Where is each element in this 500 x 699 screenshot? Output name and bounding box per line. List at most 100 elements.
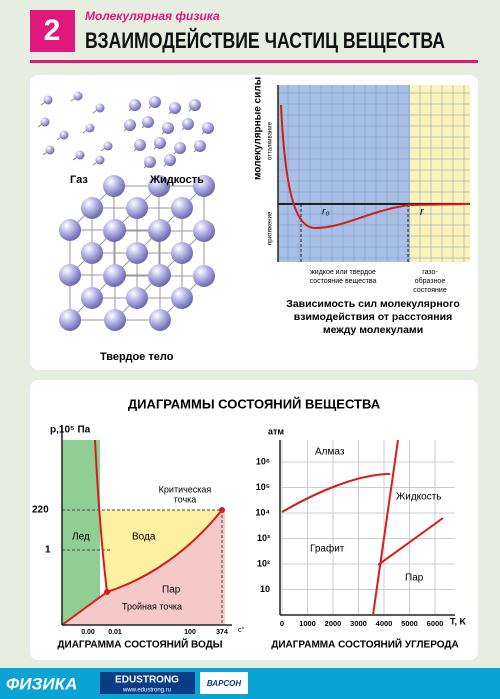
x-label: T, K: [450, 616, 467, 626]
y-tick: 10: [260, 584, 270, 594]
molecule: [149, 96, 161, 108]
ice-label: Лед: [72, 532, 90, 543]
y-tick: 10⁵: [256, 482, 270, 492]
graphite-label: Графит: [310, 543, 345, 555]
molecule: [45, 145, 55, 155]
x-tick: 0: [280, 619, 284, 628]
site: www.edustrong.ru: [122, 688, 171, 694]
vapor-curve: [61, 509, 223, 626]
y-label: молекулярные силы: [253, 77, 264, 180]
molecule: [95, 155, 105, 165]
molecule: [59, 130, 69, 140]
molecule: [154, 137, 166, 149]
y-tick: 10³: [257, 533, 270, 543]
molecule: [164, 154, 176, 166]
x-unit: c°: [238, 626, 245, 634]
y-label: атм: [268, 426, 284, 436]
subject: Молекулярная физика: [85, 9, 220, 23]
molecule: [75, 150, 85, 160]
gas-label: Газ: [70, 174, 88, 186]
melting-curve: [94, 439, 108, 593]
liquid-solid-note: состояние вещества: [310, 278, 377, 285]
caption: Зависимость сил молекулярного: [286, 298, 460, 310]
molecule: [149, 309, 171, 331]
molecule: [171, 287, 193, 309]
molecule: [134, 139, 146, 151]
molecule: [193, 220, 215, 242]
grid: [278, 85, 470, 262]
diagrams-title: ДИАГРАММЫ СОСТОЯНИЙ ВЕЩЕСТВА: [128, 396, 381, 411]
x-tick: 374: [216, 629, 228, 636]
y-tick: 220: [32, 505, 49, 516]
liquid-solid-note: жидкое или твердое: [310, 269, 376, 276]
molecule: [171, 197, 193, 219]
sublimation-line: [377, 517, 444, 566]
r: r: [420, 206, 425, 218]
vapor-label: Пар: [162, 585, 181, 596]
gas-note: газо-: [422, 269, 438, 276]
y-label: p,10⁵ Па: [50, 425, 91, 436]
logo-box: [100, 672, 195, 694]
molecule: [182, 118, 194, 130]
gas-region: [410, 85, 470, 262]
repulsion: отталкивание: [268, 121, 274, 160]
caption: взимодействия от расстояния: [294, 311, 452, 323]
footer: [0, 668, 500, 699]
ice-region: [62, 440, 100, 625]
triple-point: [104, 589, 110, 595]
number-box: [30, 10, 75, 52]
molecule: [193, 265, 215, 287]
x-tick: 6000: [427, 619, 444, 628]
molecule: [59, 219, 81, 241]
brand: ФИЗИКА: [6, 674, 77, 693]
gas-molecules: [37, 91, 113, 166]
force-graph: r₀ r молекулярные силы отталкивание прит…: [253, 77, 471, 262]
carbon-diagram: атм T, K Алмаз Жидкость Графит Пар ДИАГР…: [256, 426, 467, 650]
molecule: [103, 141, 113, 151]
gas-note: состояние: [413, 287, 447, 294]
molecule: [43, 95, 53, 105]
liquid-label: Жидкость: [149, 174, 204, 186]
molecule: [59, 264, 81, 286]
x-tick: 100: [184, 629, 196, 636]
water-region: [100, 510, 222, 592]
edustrong: EDUSTRONG: [115, 675, 179, 686]
molecule: [189, 99, 201, 111]
molecule: [103, 175, 125, 197]
molecule: [40, 117, 50, 127]
critical-point: [219, 507, 225, 513]
molecule: [85, 123, 95, 133]
x-tick: 3000: [350, 619, 367, 628]
title: ВЗАИМОДЕЙСТВИЕ ЧАСТИЦ ВЕЩЕСТВА: [85, 28, 445, 53]
molecule: [148, 175, 170, 197]
attraction: притяжение: [268, 211, 274, 245]
molecule: [124, 119, 136, 131]
y-tick: 10²: [257, 558, 270, 568]
critical-label: Критическая: [159, 484, 212, 494]
liquid-region: [278, 85, 410, 262]
molecule: [144, 156, 156, 168]
molecule: [95, 103, 105, 113]
water-label: Вода: [132, 532, 156, 543]
gas-note: образное: [415, 277, 446, 285]
triple-label: Тройная точка: [122, 601, 182, 611]
y-tick: 10⁶: [256, 456, 270, 466]
molecule: [81, 197, 103, 219]
water-diagram: p,10⁵ Па 220 1 0.00 0.01 100 374 c° Лед …: [32, 425, 245, 651]
carbon-caption: ДИАГРАММА СОСТОЯНИЙ УГЛЕРОДА: [271, 638, 459, 651]
molecule: [81, 287, 103, 309]
water-caption: ДИАГРАММА СОСТОЯНИЙ ВОДЫ: [57, 638, 222, 651]
number: 2: [44, 14, 61, 47]
solid-label: Твердое тело: [100, 351, 174, 363]
molecule: [104, 264, 126, 286]
solid-lattice: [59, 175, 215, 331]
caption: между молекулами: [323, 324, 423, 336]
molecule: [193, 175, 215, 197]
molecule: [174, 142, 186, 154]
molecule: [126, 197, 148, 219]
vapor-label: Пар: [405, 573, 424, 584]
molecule: [194, 140, 206, 152]
x-tick: 0.00: [81, 629, 95, 636]
